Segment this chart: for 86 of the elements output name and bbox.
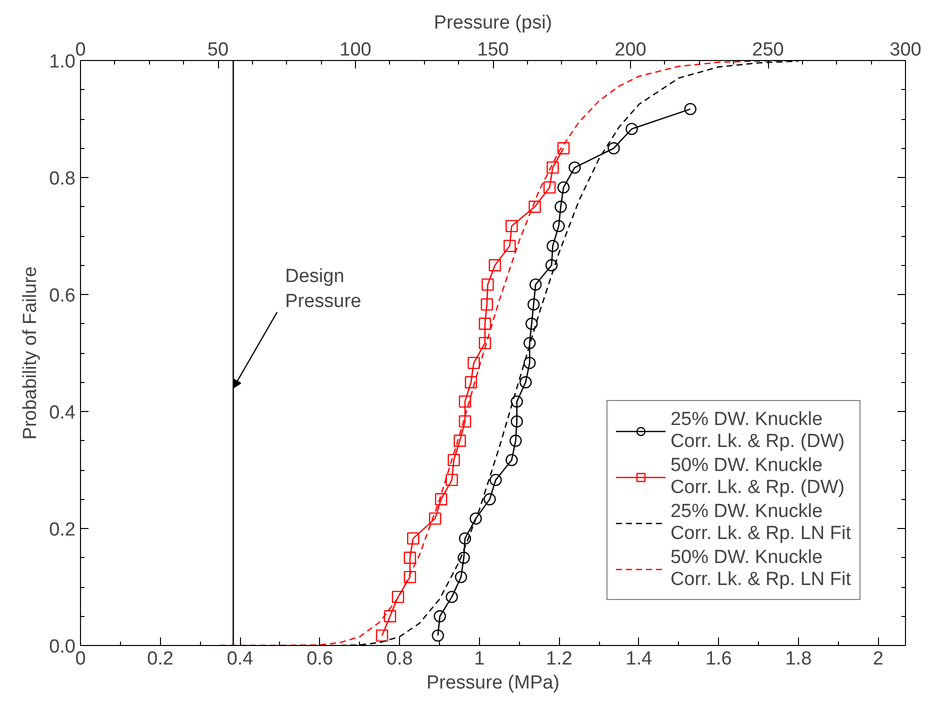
- point: [468, 356, 480, 370]
- legend-label: 25% DW. Knuckle Corr. Lk. & Rp. (DW): [670, 409, 845, 453]
- point: [458, 395, 472, 408]
- point: [545, 259, 558, 272]
- point: [448, 454, 460, 466]
- x-tick-label: 0.8: [386, 648, 413, 670]
- point: [557, 181, 570, 194]
- point: [528, 298, 540, 311]
- point: [552, 220, 565, 232]
- point: [520, 376, 532, 388]
- point: [470, 512, 482, 525]
- point: [568, 161, 581, 174]
- point: [543, 181, 556, 194]
- point: [384, 610, 396, 622]
- point: [524, 356, 536, 370]
- y-tick-label: 0.6: [49, 286, 76, 306]
- x2-tick-label: 50: [207, 40, 229, 60]
- point: [530, 278, 542, 291]
- point: [428, 512, 442, 525]
- x2-tick-label: 0: [75, 40, 86, 60]
- point: [510, 415, 523, 428]
- x-axis-title: Pressure (MPa): [426, 672, 560, 694]
- point: [488, 259, 502, 272]
- legend-label: 50% DW. Knuckle Corr. Lk. & Rp. LN Fit: [670, 547, 851, 591]
- x-tick-label: 1.6: [705, 648, 732, 670]
- x2-tick-label: 300: [890, 40, 922, 60]
- point: [506, 220, 518, 232]
- y-tick-label: 1.0: [49, 52, 76, 72]
- point: [557, 142, 570, 154]
- point: [434, 610, 446, 622]
- x-tick-label: 1: [474, 648, 485, 670]
- x-tick-label: 0.2: [147, 648, 174, 670]
- x2-tick-label: 200: [614, 40, 646, 60]
- point: [478, 336, 492, 350]
- y-tick-label: 0.4: [49, 402, 76, 424]
- point: [546, 161, 559, 174]
- x2-axis-title: Pressure (psi): [434, 12, 552, 34]
- point: [684, 102, 696, 116]
- y-tick-label: 0.0: [49, 636, 76, 658]
- point: [506, 454, 518, 466]
- legend-label: 25% DW. Knuckle Corr. Lk. & Rp. LN Fit: [670, 501, 851, 545]
- x-tick-label: 0.4: [226, 648, 254, 670]
- point: [484, 493, 496, 506]
- point: [376, 629, 388, 642]
- point: [446, 590, 458, 604]
- point: [524, 336, 536, 350]
- x-tick-label: 1.2: [546, 648, 572, 670]
- point: [446, 474, 458, 486]
- point: [554, 200, 567, 213]
- point: [482, 278, 494, 291]
- point: [490, 474, 502, 486]
- point: [392, 590, 404, 604]
- point: [454, 434, 466, 447]
- point: [608, 142, 620, 154]
- x-tick-label: 1.8: [785, 648, 812, 670]
- point: [458, 552, 470, 564]
- x2-tick-label: 150: [477, 40, 509, 60]
- point: [478, 318, 492, 330]
- x-tick-label: 0: [75, 648, 86, 670]
- point: [528, 200, 541, 213]
- point: [504, 240, 516, 252]
- point: [526, 318, 538, 330]
- point: [434, 493, 448, 506]
- point: [510, 434, 522, 447]
- ref-line-label: Design Pressure: [285, 266, 362, 312]
- y-axis-title: Probability of Failure: [20, 266, 42, 440]
- x-tick-label: 2: [872, 648, 884, 670]
- legend-label: 50% DW. Knuckle Corr. Lk. & Rp. (DW): [670, 455, 845, 499]
- point: [458, 532, 472, 545]
- point: [404, 570, 416, 584]
- point: [404, 552, 416, 564]
- x2-tick-label: 250: [752, 40, 784, 60]
- point: [454, 570, 468, 584]
- point: [510, 395, 523, 408]
- point: [458, 415, 472, 428]
- y-tick-label: 0.2: [49, 520, 76, 540]
- point: [432, 629, 444, 642]
- point: [546, 240, 559, 252]
- point: [626, 122, 638, 136]
- x-tick-label: 0.6: [306, 648, 334, 670]
- point: [480, 298, 494, 311]
- point: [407, 532, 420, 545]
- x-tick-label: 1.4: [626, 648, 653, 670]
- y-tick-label: 0.8: [49, 168, 76, 190]
- point: [464, 376, 478, 388]
- x2-tick-label: 100: [340, 40, 372, 60]
